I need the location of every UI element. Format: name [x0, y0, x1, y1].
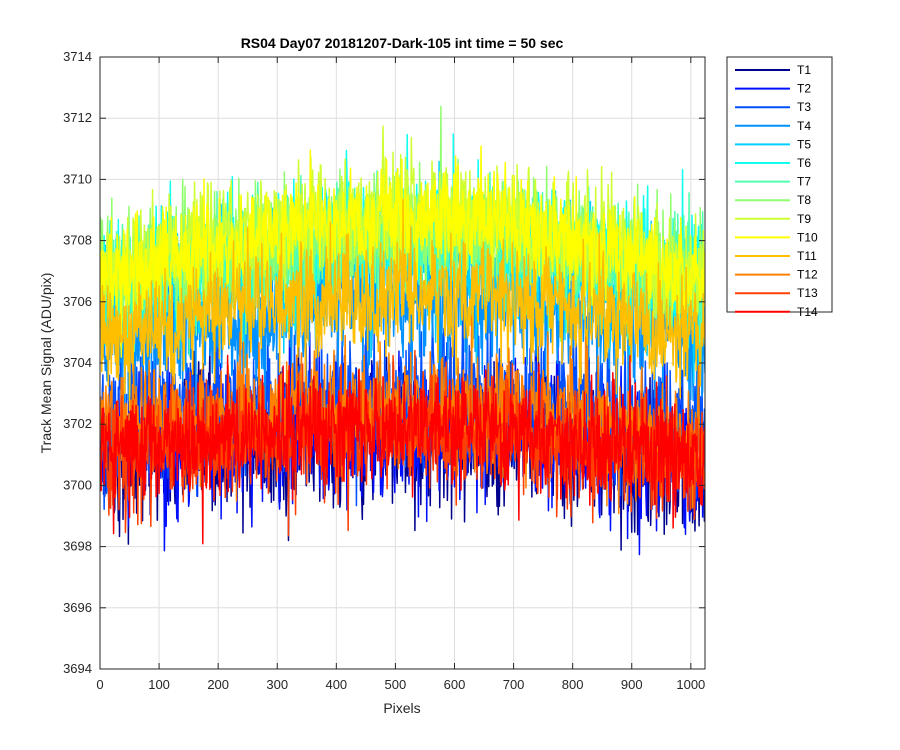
legend-label: T7 [797, 175, 811, 189]
legend-item-t2: T2 [735, 82, 811, 96]
y-tick-label: 3694 [63, 661, 92, 676]
x-tick-label: 0 [96, 677, 103, 692]
legend-item-t3: T3 [735, 100, 811, 114]
legend-item-t6: T6 [735, 156, 811, 170]
legend-item-t1: T1 [735, 63, 811, 77]
x-tick-label: 600 [444, 677, 466, 692]
y-tick-label: 3696 [63, 600, 92, 615]
legend-item-t13: T13 [735, 286, 818, 300]
legend-label: T13 [797, 286, 818, 300]
legend: T1 T2 T3 T4 T5 T6 T7 T8 T9 T10 T11 T12 T13 T14 [726, 56, 833, 319]
x-axis-label: Pixels [383, 700, 420, 716]
series-line-t11 [100, 198, 705, 412]
legend-label: T8 [797, 193, 811, 207]
legend-label: T4 [797, 119, 811, 133]
x-tick-label: 200 [207, 677, 229, 692]
series-lines [100, 105, 705, 556]
x-tick-label: 900 [621, 677, 643, 692]
legend-item-t9: T9 [735, 212, 811, 226]
y-tick-label: 3698 [63, 539, 92, 554]
legend-label: T11 [797, 249, 817, 263]
y-tick-label: 3712 [63, 110, 92, 125]
legend-label: T5 [797, 137, 811, 151]
legend-item-t12: T12 [735, 268, 818, 282]
legend-label: T6 [797, 156, 811, 170]
x-tick-label: 500 [385, 677, 407, 692]
x-tick-label: 700 [503, 677, 525, 692]
x-tick-label: 1000 [676, 677, 705, 692]
legend-label: T10 [797, 230, 818, 244]
legend-item-t8: T8 [735, 193, 811, 207]
legend-box [726, 56, 833, 313]
series-line-t14 [100, 354, 705, 545]
legend-item-t4: T4 [735, 119, 811, 133]
y-axis-label: Track Mean Signal (ADU/pix) [38, 273, 54, 454]
legend-label: T2 [797, 82, 811, 96]
legend-label: T3 [797, 100, 811, 114]
y-tick-label: 3702 [63, 416, 92, 431]
y-tick-label: 3710 [63, 171, 92, 186]
chart-title: RS04 Day07 20181207-Dark-105 int time = … [241, 35, 564, 51]
y-tick-label: 3708 [63, 233, 92, 248]
x-tick-label: 300 [266, 677, 288, 692]
x-tick-label: 800 [562, 677, 584, 692]
x-tick-label: 100 [148, 677, 170, 692]
legend-item-t7: T7 [735, 175, 811, 189]
legend-label: T14 [797, 305, 818, 319]
y-axis-ticks: 3694 3696 3698 3700 3702 3704 3706 3708 3710 3712… [63, 49, 705, 676]
legend-label: T1 [797, 63, 811, 77]
y-tick-label: 3700 [63, 477, 92, 492]
x-axis-ticks: 0 100 200 300 400 500 600 700 800 900 1000 [96, 57, 705, 692]
y-tick-label: 3704 [63, 355, 92, 370]
x-tick-label: 400 [325, 677, 347, 692]
y-tick-label: 3714 [63, 49, 92, 64]
legend-item-t14: T14 [735, 305, 818, 319]
legend-label: T9 [797, 212, 811, 226]
legend-label: T12 [797, 268, 818, 282]
legend-item-t11: T11 [735, 249, 817, 263]
y-tick-label: 3706 [63, 294, 92, 309]
legend-item-t5: T5 [735, 137, 811, 151]
legend-item-t10: T10 [735, 230, 818, 244]
